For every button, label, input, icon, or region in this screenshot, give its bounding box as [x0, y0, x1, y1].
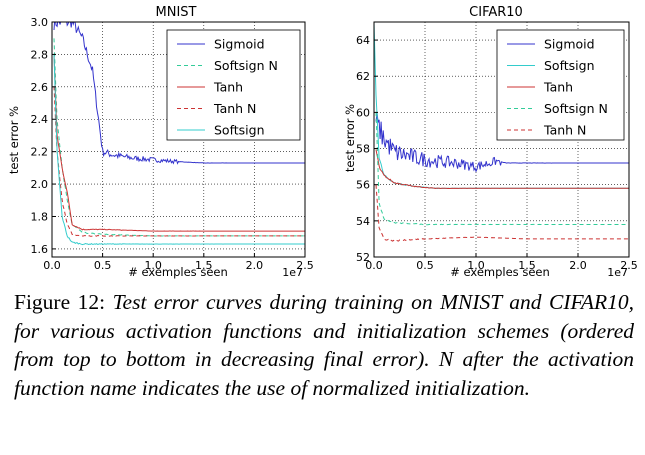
- y-tick-label: 52: [356, 251, 370, 264]
- y-tick-label: 60: [356, 106, 370, 119]
- y-tick-label: 2.4: [31, 113, 49, 126]
- plot-area: [374, 22, 629, 242]
- y-tick-label: 62: [356, 70, 370, 83]
- x-axis-label: # exemples seen: [450, 265, 550, 279]
- legend-label: Tanh N: [543, 123, 586, 138]
- plot-frame: [51, 21, 306, 258]
- legend-label: Sigmoid: [544, 37, 595, 52]
- x-multiplier: 1e7: [282, 266, 303, 279]
- legend-box: [496, 29, 625, 141]
- y-tick-label: 1.8: [31, 210, 49, 223]
- caption-label: Figure 12:: [14, 290, 106, 314]
- caption-text: Test error curves during training on MNI…: [14, 290, 635, 400]
- y-tick-label: 3.0: [31, 16, 49, 29]
- y-axis-label: test error %: [7, 106, 21, 174]
- y-ticks: 1.6 1.8 2.0 2.2 2.4 2.6 2.8 3.0: [31, 16, 56, 256]
- legend-box: [166, 29, 301, 141]
- y-tick-label: 64: [356, 34, 370, 47]
- chart-title: MNIST: [156, 5, 197, 20]
- legend: Sigmoid Softsign N Tanh Tanh N Softsign: [166, 29, 301, 141]
- x-tick-label: 2.0: [246, 259, 264, 272]
- series-line-sigmoid: [375, 113, 629, 173]
- y-axis-label: test error %: [343, 104, 357, 172]
- x-tick-label: 2.0: [569, 259, 587, 272]
- legend-label: Softsign: [214, 123, 265, 138]
- legend: Sigmoid Softsign Tanh Softsign N Tanh N: [496, 29, 625, 141]
- x-axis-label: # exemples seen: [128, 265, 228, 279]
- y-tick-label: 2.8: [31, 48, 49, 61]
- plot-frame: [373, 21, 630, 258]
- x-ticks: 0.0 0.5 1.0 1.5 2.0 2.5: [43, 253, 314, 272]
- y-tick-label: 54: [356, 215, 370, 228]
- x-tick-label: 0.5: [416, 259, 434, 272]
- y-tick-label: 2.6: [31, 81, 49, 94]
- x-tick-label: 0.5: [94, 259, 112, 272]
- legend-label: Tanh N: [213, 101, 256, 116]
- legend-label: Tanh: [543, 80, 573, 95]
- x-tick-label: 2.5: [296, 259, 314, 272]
- series-line-tanh-n: [53, 86, 305, 237]
- y-tick-label: 2.0: [31, 178, 49, 191]
- cifar10-chart: CIFAR10 test error % # exemples seen 1e7…: [343, 5, 638, 279]
- series-line-tanh-n: [375, 184, 629, 242]
- y-tick-label: 58: [356, 143, 370, 156]
- legend-label: Softsign N: [544, 101, 608, 116]
- chart-title: CIFAR10: [469, 5, 523, 20]
- x-tick-label: 0.0: [43, 259, 61, 272]
- series-line-softsign-n: [375, 112, 629, 226]
- x-tick-label: 2.5: [620, 259, 638, 272]
- y-tick-label: 1.6: [31, 243, 49, 256]
- x-tick-label: 1.0: [467, 259, 485, 272]
- legend-label: Softsign N: [214, 58, 278, 73]
- mnist-chart: MNIST test error % # exemples seen 1e7 1…: [7, 5, 314, 279]
- y-ticks: 52 54 56 58 60 62 64: [356, 34, 378, 264]
- x-multiplier: 1e7: [607, 266, 628, 279]
- x-tick-label: 1.5: [195, 259, 213, 272]
- y-tick-label: 2.2: [31, 146, 49, 159]
- series-line-tanh: [53, 54, 305, 232]
- y-tick-label: 56: [356, 179, 370, 192]
- series-line-sigmoid: [53, 22, 305, 165]
- series-line-softsign: [53, 53, 305, 246]
- legend-label: Tanh: [213, 80, 243, 95]
- legend-label: Softsign: [544, 58, 595, 73]
- x-tick-label: 1.5: [518, 259, 536, 272]
- x-ticks: 0.0 0.5 1.0 1.5 2.0 2.5: [365, 253, 638, 272]
- legend-label: Sigmoid: [214, 37, 265, 52]
- x-tick-label: 0.0: [365, 259, 383, 272]
- x-tick-label: 1.0: [144, 259, 162, 272]
- plot-area: [53, 22, 305, 246]
- charts-figure: MNIST test error % # exemples seen 1e7 1…: [7, 5, 638, 279]
- series-line-tanh: [375, 149, 629, 190]
- figure-caption: Figure 12: Test error curves during trai…: [14, 288, 634, 402]
